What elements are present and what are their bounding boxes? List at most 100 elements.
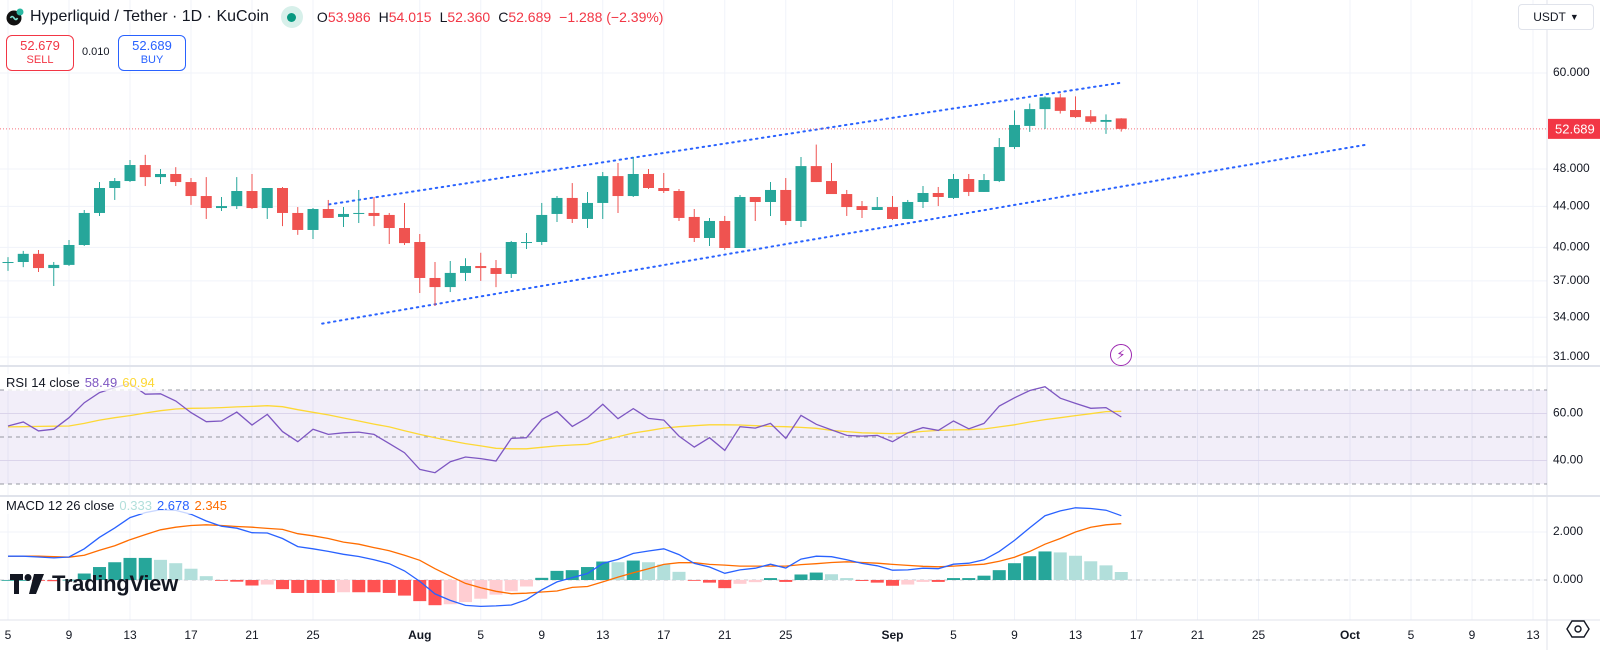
candle-body: [1085, 116, 1097, 122]
time-axis-label: 17: [657, 628, 671, 642]
hyperliquid-logo-icon: [6, 8, 24, 26]
ohlc-low-key: L: [439, 9, 448, 25]
time-axis-label: 17: [1130, 628, 1144, 642]
trendline-channel-upper[interactable]: [328, 81, 1121, 206]
candle-body: [48, 264, 60, 269]
candle-body: [765, 189, 776, 202]
macd-pane: [0, 507, 1547, 608]
candle-body: [292, 212, 304, 230]
candle-body: [902, 201, 914, 219]
time-axis-label: Aug: [408, 628, 431, 642]
candle: [2, 257, 14, 271]
candle-body: [490, 268, 502, 274]
macd-signal-line: [8, 523, 1122, 595]
candle: [948, 173, 959, 200]
macd-histogram-bar: [382, 580, 396, 593]
candle-body: [1115, 118, 1127, 129]
candle-body: [505, 242, 517, 274]
candle: [460, 258, 471, 281]
chevron-down-icon: ▼: [1569, 12, 1579, 22]
candle: [139, 154, 151, 187]
trendlines[interactable]: [0, 81, 1547, 325]
candle-body: [536, 214, 548, 243]
last-price-label: 52.689: [1555, 121, 1595, 136]
macd-legend-title: MACD 12 26 close: [6, 498, 115, 513]
ohlc-values: O53.986 H54.015 L52.360 C52.689 −1.288 (…: [317, 9, 664, 25]
macd-signal-legend-value: 2.345: [194, 498, 228, 513]
macd-histogram-bar: [215, 580, 228, 581]
macd-histogram-bar: [321, 580, 335, 593]
candle-body: [978, 180, 990, 192]
candlestick-series: [2, 93, 1127, 306]
symbol-title[interactable]: Hyperliquid / Tether · 1D · KuCoin: [30, 8, 269, 25]
candle: [78, 209, 90, 246]
macd-histogram-bar: [1069, 555, 1082, 580]
candle-body: [719, 220, 731, 248]
macd-histogram-bar: [565, 570, 579, 580]
tradingview-logo[interactable]: TradingView: [10, 571, 178, 597]
macd-histogram-bar: [352, 580, 366, 593]
candle-body: [170, 173, 182, 183]
candle: [536, 202, 548, 245]
macd-histogram-bar: [703, 580, 716, 583]
sell-label: SELL: [26, 54, 54, 66]
candle-body: [932, 192, 944, 197]
candle: [1100, 114, 1112, 134]
macd-histogram-bar: [840, 578, 854, 580]
macd-legend[interactable]: MACD 12 26 close 0.333 2.678 2.345: [4, 497, 235, 514]
candle: [216, 196, 227, 211]
candle-body: [109, 181, 121, 189]
sell-button[interactable]: 52.679 SELL: [6, 35, 74, 71]
settings-icon[interactable]: [1565, 618, 1591, 640]
macd-histogram-bar: [337, 580, 350, 593]
candle-body: [399, 228, 410, 244]
candle: [322, 199, 334, 218]
macd-histogram-bar: [870, 580, 884, 583]
candle: [643, 169, 654, 190]
candle-body: [200, 196, 212, 209]
candle: [261, 188, 273, 219]
candle-body: [429, 277, 441, 288]
macd-histogram-bar: [1038, 551, 1052, 580]
candle-body: [185, 182, 197, 197]
candle: [475, 252, 487, 281]
candle: [48, 262, 60, 287]
candle: [688, 209, 700, 243]
macd-histogram-bar: [230, 580, 244, 582]
macd-histogram-bar: [443, 580, 457, 605]
lightning-icon[interactable]: ⚡︎: [1110, 344, 1132, 366]
time-axis-label: 21: [245, 628, 259, 642]
macd-histogram-bar: [886, 580, 899, 586]
axes[interactable]: 60.000 48.000 44.000 40.000 37.000 34.000 31.0…: [5, 65, 1600, 642]
candle-body: [551, 197, 563, 214]
candle-body: [124, 165, 136, 182]
time-axis-label: 5: [477, 628, 484, 642]
macd-histogram-bar: [642, 562, 655, 580]
macd-histogram-bar: [367, 580, 381, 593]
price-axis-label: 44.000: [1553, 199, 1590, 213]
candle: [1115, 118, 1127, 132]
candle: [1009, 110, 1020, 149]
buy-button[interactable]: 52.689 BUY: [118, 35, 186, 71]
macd-histogram-bar: [260, 580, 274, 585]
macd-histogram-bar: [1023, 556, 1037, 580]
buy-price: 52.689: [132, 38, 172, 53]
rsi-legend[interactable]: RSI 14 close 58.49 60.94: [4, 374, 162, 391]
macd-histogram-bar: [825, 574, 838, 580]
candle-body: [63, 244, 75, 265]
candle-body: [383, 214, 395, 229]
candle-body: [917, 192, 929, 202]
time-axis-label: 25: [1252, 628, 1266, 642]
candle: [155, 169, 166, 184]
candle-body: [277, 188, 288, 213]
macd-histogram-bar: [962, 578, 976, 580]
ohlc-low-value: 52.360: [447, 9, 491, 25]
macd-axis-label: 2.000: [1553, 524, 1583, 538]
trendline-channel-lower[interactable]: [321, 143, 1368, 325]
currency-dropdown[interactable]: USDT ▼: [1518, 4, 1594, 30]
candle-body: [612, 176, 624, 197]
candle: [33, 249, 44, 273]
candle: [993, 138, 1005, 183]
